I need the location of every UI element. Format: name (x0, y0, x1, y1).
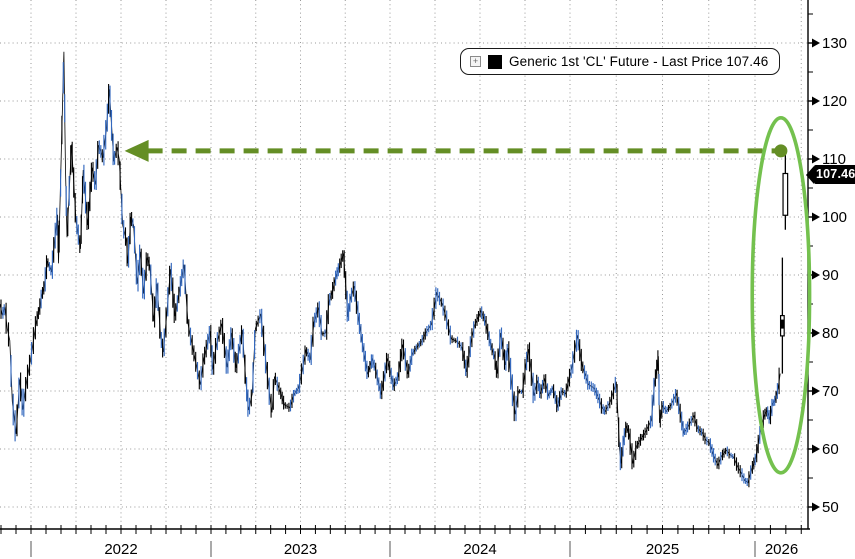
y-axis-tick-label: 110 (822, 151, 846, 168)
legend-expand-icon[interactable]: + (470, 56, 481, 67)
y-axis-tick-label: 80 (822, 325, 839, 342)
y-axis-tick-label: 100 (822, 209, 847, 226)
series-swatch-icon (488, 54, 502, 69)
y-tick-arrow-icon (812, 154, 820, 164)
y-axis-tick-label: 60 (822, 441, 839, 458)
x-axis-year-label: 2022 (104, 541, 137, 558)
annotation-arrow (124, 139, 788, 162)
arrow-head-icon (124, 139, 149, 162)
y-tick-arrow-icon (812, 502, 820, 512)
x-axis-year-label: 2026 (765, 541, 798, 558)
y-tick-arrow-icon (812, 444, 820, 454)
y-tick-arrow-icon (812, 270, 820, 280)
gridlines (0, 0, 808, 529)
y-axis-tick-label: 120 (822, 93, 847, 110)
price-tag-pointer-icon (806, 165, 814, 184)
legend-label: Generic 1st 'CL' Future - Last Price 107… (509, 54, 769, 69)
y-axis-tick-label: 50 (822, 499, 839, 516)
y-tick-arrow-icon (812, 38, 820, 48)
annotation-ellipse (750, 116, 812, 475)
last-price-value: 107.46 (814, 165, 855, 184)
last-price-tag: 107.46 (806, 165, 855, 184)
y-axis-tick-label: 70 (822, 383, 839, 400)
y-tick-arrow-icon (812, 96, 820, 106)
y-tick-arrow-icon (812, 328, 820, 338)
x-axis-year-labels: 2022 2023 2024 2025 2026 (30, 541, 798, 558)
y-tick-arrow-icon (812, 212, 820, 222)
x-axis-year-label: 2023 (284, 541, 317, 558)
series-legend[interactable]: + Generic 1st 'CL' Future - Last Price 1… (460, 48, 781, 75)
y-axis-tick-label: 90 (822, 267, 839, 284)
y-tick-arrow-icon (812, 386, 820, 396)
x-axis-year-label: 2025 (646, 541, 679, 558)
price-series (0, 51, 781, 488)
x-axis-ticks (0, 525, 802, 534)
arrow-endpoint-dot (774, 144, 788, 158)
x-axis-year-label: 2024 (463, 541, 496, 558)
y-axis: 130 120 110 100 90 80 70 60 50 (808, 13, 847, 516)
y-axis-tick-label: 130 (822, 35, 847, 52)
final-spike-bars (779, 150, 789, 374)
